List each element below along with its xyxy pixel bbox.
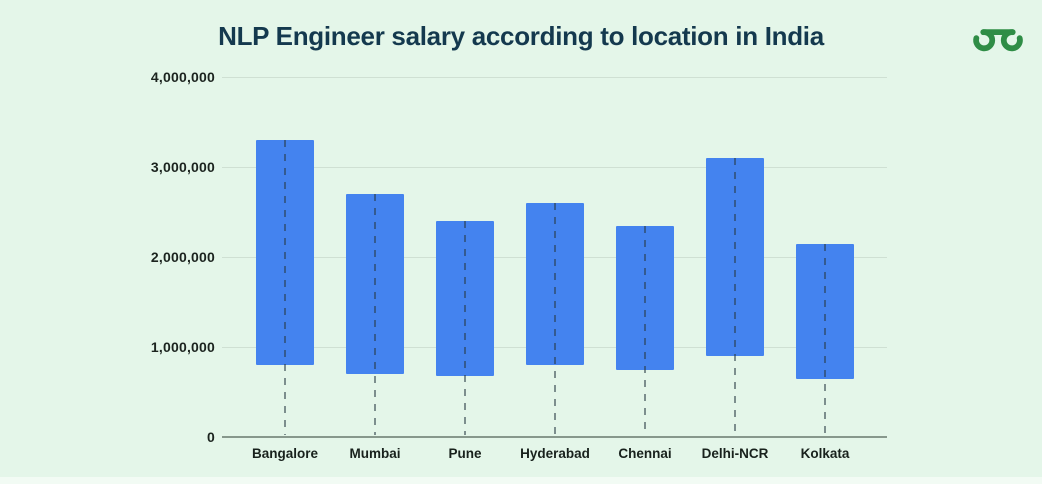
bar-center-dash-line: [284, 140, 286, 435]
x-tick-label: Chennai: [618, 446, 672, 461]
x-axis-labels: Bangalore Mumbai Pune Hyderabad Chennai Delhi…: [222, 446, 887, 466]
x-tick-label: Hyderabad: [520, 446, 590, 461]
bar-center-dash-line: [734, 158, 736, 435]
x-tick-label: Mumbai: [349, 446, 401, 461]
gridline: [222, 77, 887, 78]
y-tick-label: 0: [207, 429, 215, 445]
x-tick-label: Bangalore: [251, 446, 319, 461]
image-bottom-edge: [0, 477, 1042, 484]
y-tick-label: 2,000,000: [150, 249, 215, 265]
bar-center-dash-line: [644, 225, 646, 435]
bars-layer: [222, 77, 887, 437]
plot-area: Bangalore Mumbai Pune Hyderabad Chennai Delhi…: [222, 77, 887, 461]
chart-title: NLP Engineer salary according to locatio…: [218, 21, 824, 51]
y-tick-label: 1,000,000: [150, 339, 215, 355]
bar-center-dash-line: [824, 243, 826, 435]
x-tick-label: Delhi-NCR: [701, 446, 769, 461]
x-tick-label: Pune: [448, 446, 482, 461]
bar-center-dash-line: [464, 221, 466, 435]
x-tick-label: Kolkata: [800, 446, 850, 461]
bar-center-dash-line: [554, 203, 556, 435]
y-tick-label: 3,000,000: [150, 159, 215, 175]
y-tick-label: 4,000,000: [150, 69, 215, 85]
x-axis-line: [222, 436, 887, 438]
gridline: [222, 167, 887, 168]
geeksforgeeks-logo-icon: [973, 29, 1023, 52]
bar-center-dash-line: [374, 194, 376, 435]
